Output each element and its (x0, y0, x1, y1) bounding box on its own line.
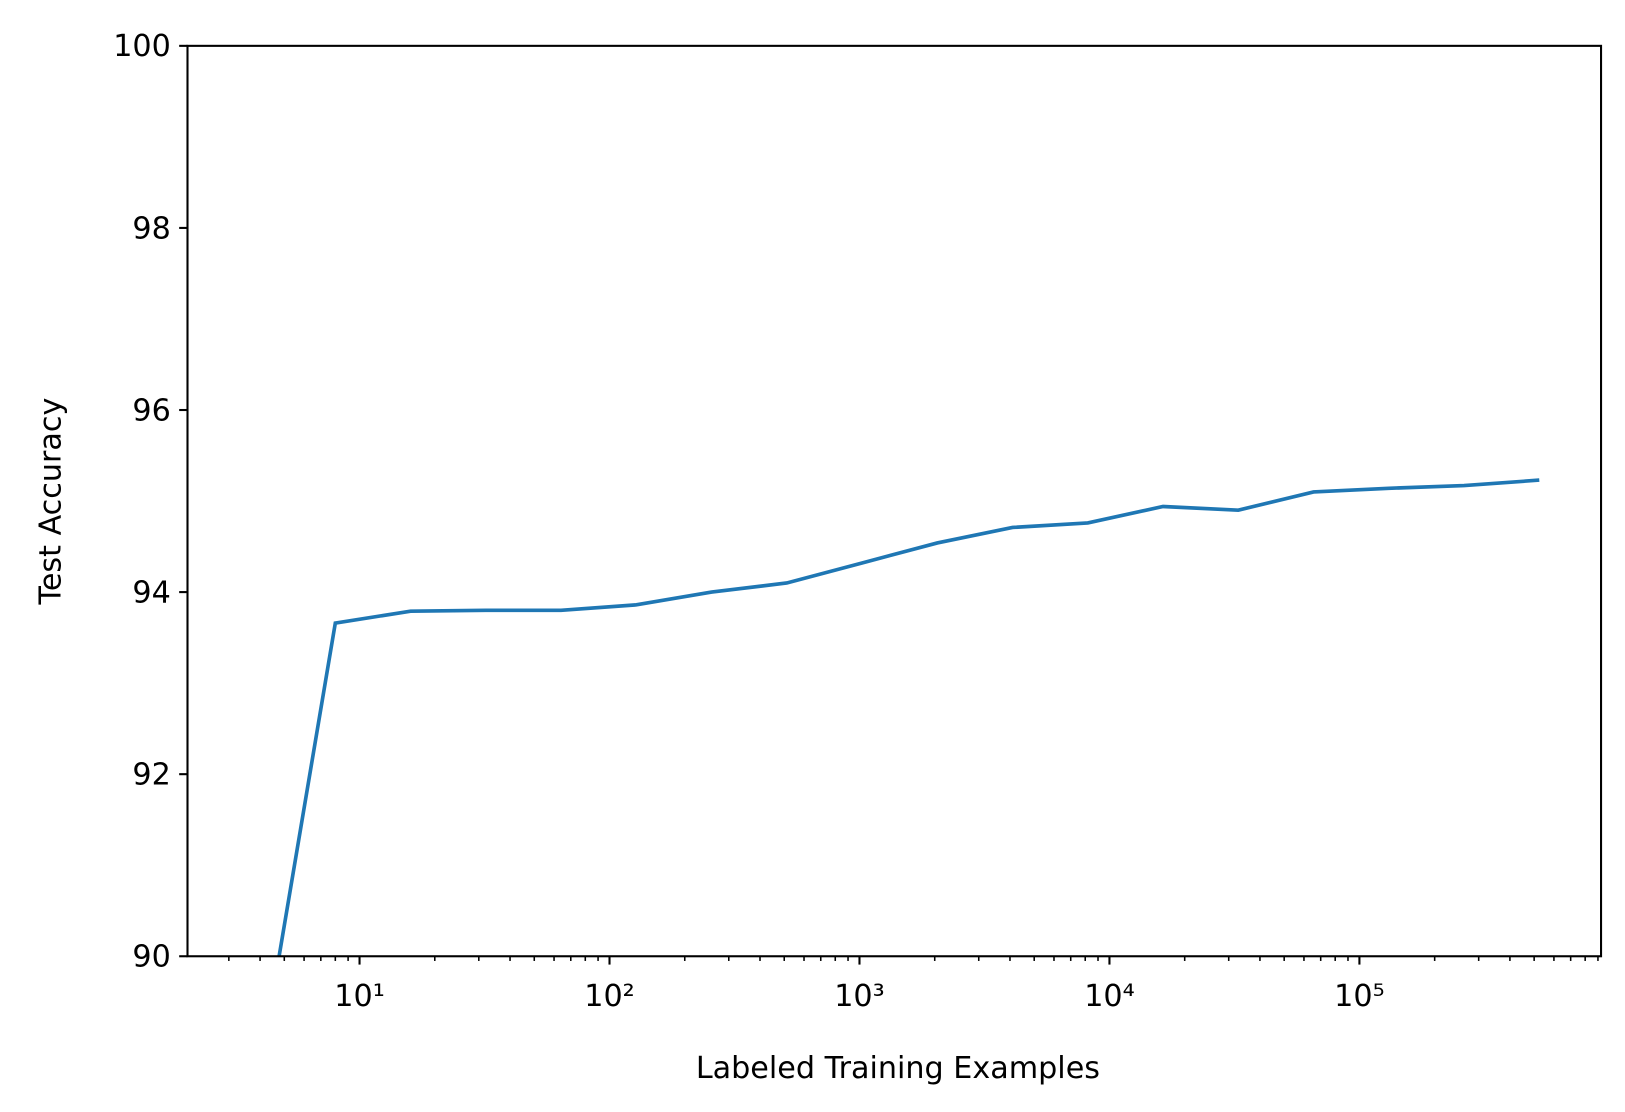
y-tick-label: 94 (132, 576, 170, 611)
plot-area (277, 478, 1540, 957)
y-tick-label: 98 (132, 211, 170, 246)
data-line (277, 478, 1540, 957)
x-axis-label: Labeled Training Examples (696, 1051, 1100, 1086)
x-tick-label: 10² (584, 979, 635, 1014)
y-tick-label: 100 (113, 29, 171, 64)
y-axis-label: Test Accuracy (33, 398, 68, 606)
x-tick-label: 10⁴ (1084, 979, 1135, 1014)
x-tick-label: 10¹ (334, 979, 385, 1014)
x-tick-label: 10³ (834, 979, 885, 1014)
y-tick-label: 90 (132, 940, 170, 975)
y-tick-label: 96 (132, 393, 170, 428)
y-tick-label: 92 (132, 758, 170, 793)
plot-frame (186, 44, 1603, 958)
x-tick-label: 10⁵ (1334, 979, 1385, 1014)
